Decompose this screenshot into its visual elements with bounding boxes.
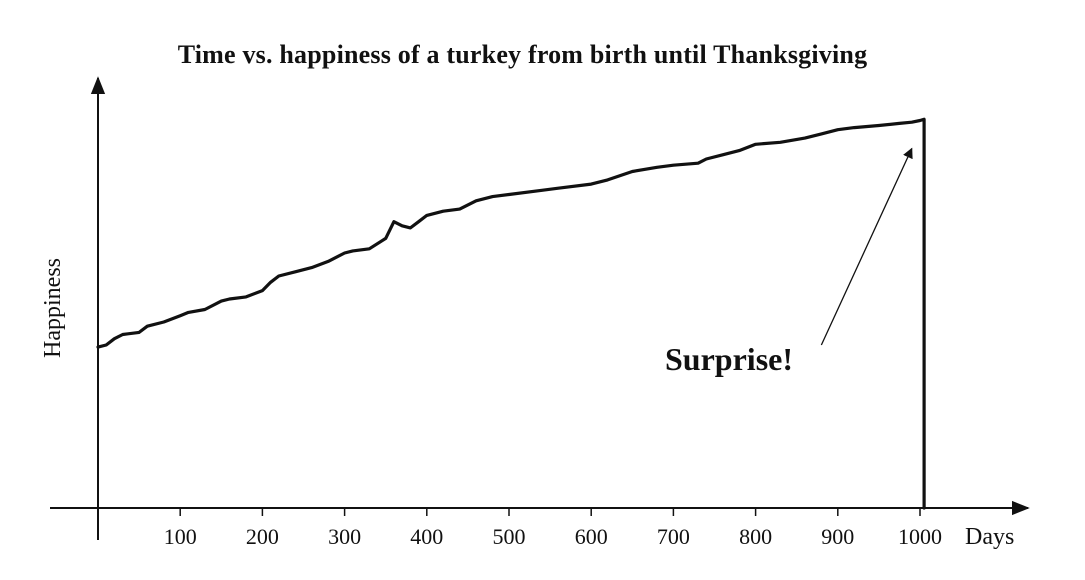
annotation-arrow bbox=[820, 147, 913, 346]
x-tick-label: 600 bbox=[575, 524, 608, 549]
chart-title: Time vs. happiness of a turkey from birt… bbox=[177, 40, 868, 69]
x-tick-label: 200 bbox=[246, 524, 279, 549]
x-axis-title: Days bbox=[965, 524, 1014, 550]
x-tick-label: 800 bbox=[739, 524, 772, 549]
happiness-line-series-0 bbox=[96, 117, 926, 510]
x-tick-label: 100 bbox=[164, 524, 197, 549]
x-tick-label: 1000 bbox=[898, 524, 942, 549]
x-tick-label: 700 bbox=[657, 524, 690, 549]
annotation-label: Surprise! bbox=[665, 341, 793, 377]
y-axis-title: Happiness bbox=[40, 258, 66, 358]
x-tick-label: 500 bbox=[493, 524, 526, 549]
x-tick-label: 400 bbox=[410, 524, 443, 549]
x-tick-label: 900 bbox=[821, 524, 854, 549]
x-tick-label: 300 bbox=[328, 524, 361, 549]
